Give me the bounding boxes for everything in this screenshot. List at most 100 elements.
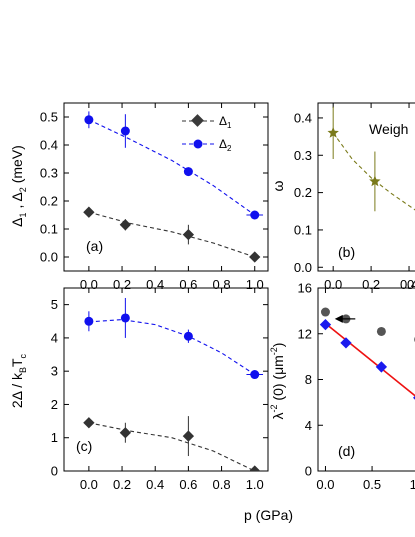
y-tick-label: 12 <box>298 326 312 341</box>
x-tick-label: 0.2 <box>362 277 380 292</box>
x-tick-label: 0.2 <box>113 477 131 492</box>
series-1-point <box>84 316 94 326</box>
series-0-point <box>320 307 330 317</box>
series-0-point <box>369 175 381 187</box>
y-tick-label: 0.3 <box>294 148 312 163</box>
series-0-line <box>88 422 255 471</box>
x-tick-label: 0.6 <box>179 477 197 492</box>
series-1-point <box>340 337 352 349</box>
y-tick-label: 16 <box>298 281 312 296</box>
series-1-point <box>183 167 193 177</box>
y-tick-label: 0.0 <box>294 260 312 275</box>
panel-d-frame <box>317 287 415 472</box>
legend-delta1-label: Δ1 <box>219 114 232 130</box>
series-0-line <box>332 132 415 211</box>
series-0-point <box>119 427 132 439</box>
y-tick-label: 0 <box>305 464 312 479</box>
panel-b: 0.0 0.2 0.4 0.0 0.1 0.2 0.3 0.4 (b) Weigh ω 0 <box>270 102 415 292</box>
legend-delta2-label: Δ2 <box>219 137 232 153</box>
series-0-point <box>119 219 132 231</box>
panel-c-plot <box>83 297 264 471</box>
panel-b-annotation: Weigh <box>369 121 408 137</box>
plot-area <box>327 106 415 212</box>
series-1-line <box>324 322 415 397</box>
plot-area <box>319 307 415 404</box>
series-0-point <box>182 430 195 442</box>
legend-delta2-marker <box>193 139 203 149</box>
series-0-point <box>83 417 95 429</box>
panel-a-label: (a) <box>86 238 103 254</box>
series-1-point <box>183 331 193 341</box>
panel-b-plot <box>327 106 415 212</box>
series-1-line <box>88 319 256 375</box>
panel-d: 0.0 0.5 1.0 0 4 8 12 16 (d) λ-2 (0) (μm-2) <box>269 281 415 492</box>
series-1-point <box>250 370 260 380</box>
x-tick-label: 1.0 <box>246 477 264 492</box>
series-1-point <box>120 126 130 136</box>
y-tick-label: 0.4 <box>40 138 58 153</box>
y-tick-label: 2 <box>51 397 58 412</box>
y-tick-label: 4 <box>51 330 58 345</box>
y-tick-label: 0.2 <box>294 185 312 200</box>
shared-xlabel: p (GPa) <box>244 507 293 523</box>
y-tick-label: 0.4 <box>294 110 312 125</box>
y-tick-label: 5 <box>51 297 58 312</box>
panel-d-xticks: 0.0 0.5 1.0 <box>316 288 415 492</box>
panel-b-label: (b) <box>338 244 355 260</box>
y-tick-label: 0.1 <box>294 222 312 237</box>
series-0-point <box>376 326 386 336</box>
arrow-head <box>334 314 343 323</box>
plot-area <box>83 297 264 471</box>
series-0-point <box>182 228 195 241</box>
x-tick-label: 1.0 <box>410 477 415 492</box>
panel-d-ylabel: λ-2 (0) (μm-2) <box>269 343 286 420</box>
panel-a-legend: Δ1 Δ2 <box>182 114 232 153</box>
panel-c-frame <box>63 287 269 472</box>
panel-d-yticks: 0 4 8 12 16 <box>298 281 323 479</box>
series-1-point <box>375 361 388 373</box>
y-tick-label: 0.3 <box>40 166 58 181</box>
y-tick-label: 0 <box>51 464 58 479</box>
panel-d-label: (d) <box>338 443 355 459</box>
series-0-point <box>249 251 261 263</box>
series-1-point <box>120 313 130 323</box>
series-0-line <box>88 211 255 258</box>
panel-c-label: (c) <box>76 438 92 454</box>
x-tick-label: 0.8 <box>213 477 231 492</box>
series-1-point <box>84 115 94 125</box>
panel-a-yticks: 0.0 0.1 0.2 0.3 0.4 0.5 <box>40 110 268 265</box>
series-1-line <box>88 119 256 216</box>
y-tick-label: 0.5 <box>40 110 58 125</box>
panel-b-ylabel: ω <box>270 180 286 191</box>
series-0-point <box>327 126 339 138</box>
panel-a: 0.0 0.2 0.4 0.6 0.8 1.0 0.0 0.1 0.2 0.3 0.4 0.5 (a… <box>9 102 269 292</box>
y-tick-label: 3 <box>51 364 58 379</box>
x-tick-label: 0.4 <box>146 477 164 492</box>
series-0-point <box>249 465 261 471</box>
x-tick-label: 0.0 <box>324 277 342 292</box>
panel-d-plot <box>319 307 415 404</box>
panel-b-yticks: 0.0 0.1 0.2 0.3 0.4 <box>294 110 323 275</box>
x-tick-label: 0.0 <box>80 477 98 492</box>
series-1-point <box>319 318 332 331</box>
panel-a-ylabel: Δ1 , Δ2 (meV) <box>9 145 28 227</box>
panel-b-frame <box>317 102 415 272</box>
y-tick-label: 4 <box>305 418 312 433</box>
panel-a-frame <box>63 102 269 272</box>
y-tick-label: 0.2 <box>40 194 58 209</box>
panel-a-xticks: 0.0 0.2 0.4 0.6 0.8 1.0 <box>80 103 264 292</box>
panel-c-yticks: 0 1 2 3 4 5 <box>51 297 268 479</box>
y-tick-label: 0.0 <box>40 250 58 265</box>
legend-delta1-marker <box>191 114 204 127</box>
y-tick-label: 0.1 <box>40 222 58 237</box>
panel-c-ylabel: 2Δ / kBTc <box>9 353 28 408</box>
panel-b-extra-xtick: 0 <box>407 277 414 292</box>
panel-a-plot <box>83 111 264 263</box>
plot-area <box>83 111 264 263</box>
y-tick-label: 8 <box>305 372 312 387</box>
x-tick-label: 0.0 <box>316 477 334 492</box>
series-1-point <box>250 210 260 220</box>
panel-c: 0.0 0.2 0.4 0.6 0.8 1.0 0 1 2 3 4 5 (c) 2Δ / kBTc <box>9 287 269 492</box>
panel-c-xticks: 0.0 0.2 0.4 0.6 0.8 1.0 <box>80 288 264 492</box>
